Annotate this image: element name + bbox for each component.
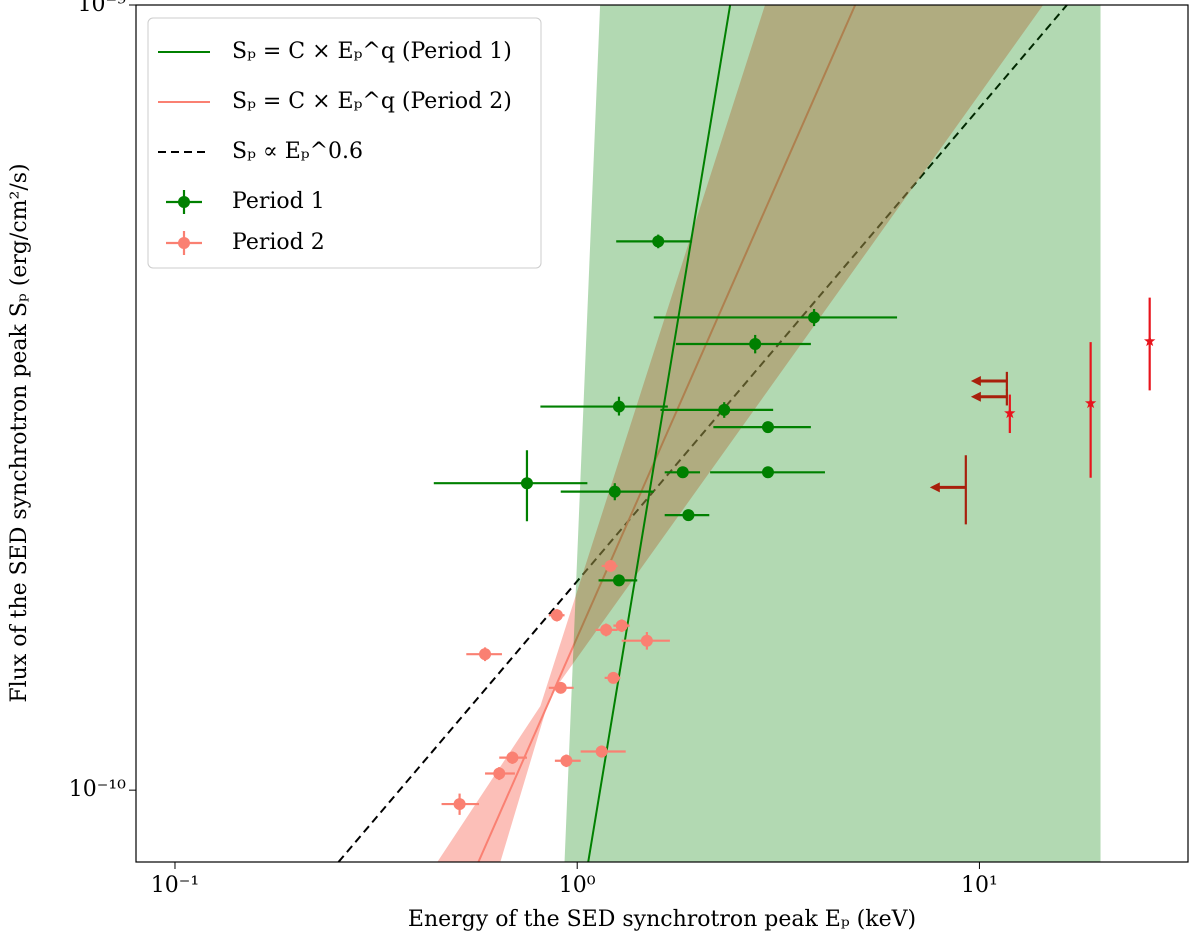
- x-axis-label: Energy of the SED synchrotron peak Eₚ (k…: [408, 907, 916, 932]
- data-point: [580, 745, 626, 758]
- point-marker: [652, 235, 665, 248]
- data-point: [664, 466, 701, 479]
- upper-limit: [970, 371, 1008, 391]
- point-marker: [761, 466, 774, 479]
- fit-line: [477, 5, 857, 862]
- confidence-band: [564, 5, 1101, 862]
- star-marker: [1144, 335, 1156, 347]
- point-marker: [676, 466, 689, 479]
- data-point: [604, 671, 621, 684]
- legend: Sₚ = C × Eₚ^q (Period 1) Sₚ = C × Eₚ^q (P…: [147, 17, 542, 269]
- data-point: [1144, 297, 1156, 391]
- point-marker: [178, 237, 190, 249]
- data-point: [595, 623, 618, 637]
- data-point: [560, 483, 654, 501]
- plot-frame: [135, 4, 1189, 863]
- data-point: [1084, 342, 1097, 478]
- data-point: [616, 234, 693, 249]
- point-marker: [615, 619, 628, 632]
- arrow-head: [970, 375, 981, 386]
- point-marker: [550, 609, 563, 622]
- point-marker: [607, 671, 620, 684]
- point-marker: [453, 798, 466, 811]
- data-point: [664, 509, 710, 522]
- data-point: [485, 767, 515, 781]
- fit-line: [587, 5, 732, 862]
- point-marker: [749, 338, 762, 351]
- point-marker: [595, 745, 608, 758]
- point-marker: [612, 574, 625, 587]
- arrow-head: [929, 482, 940, 493]
- point-marker: [520, 477, 533, 490]
- legend-label: Period 2: [232, 230, 325, 255]
- point-marker: [600, 623, 613, 636]
- data-point: [653, 309, 898, 327]
- y-axis-label: Flux of the SED synchrotron peak Sₚ (erg…: [7, 163, 32, 702]
- data-point: [613, 619, 630, 633]
- point-marker: [608, 485, 621, 498]
- x-tick-label: 10⁻¹: [151, 873, 199, 898]
- data-point: [598, 574, 638, 587]
- x-tick-label: 10¹: [961, 873, 998, 898]
- data-point: [540, 396, 668, 416]
- data-point: [548, 681, 574, 694]
- data-point: [601, 559, 618, 572]
- data-point: [466, 647, 502, 662]
- upper-limit: [970, 389, 1008, 406]
- data-point: [621, 632, 670, 650]
- legend-label: Sₚ ∝ Eₚ^0.6: [232, 139, 363, 164]
- point-marker: [761, 421, 774, 434]
- data-point: [713, 421, 811, 434]
- star-marker: [1004, 407, 1016, 419]
- arrow-head: [970, 391, 981, 402]
- legend-label: Sₚ = C × Eₚ^q (Period 2): [232, 89, 512, 114]
- legend-label: Period 1: [232, 189, 325, 214]
- point-marker: [506, 751, 519, 764]
- x-tick-label: 10⁰: [559, 873, 596, 898]
- point-marker: [604, 559, 617, 572]
- data-point: [499, 751, 527, 764]
- point-marker: [479, 648, 492, 661]
- point-marker: [808, 311, 821, 324]
- data-point: [675, 334, 811, 354]
- data-point: [710, 466, 825, 479]
- point-marker: [682, 509, 695, 522]
- point-marker: [612, 400, 625, 413]
- plot-area: [337, 5, 1156, 862]
- point-marker: [493, 767, 506, 780]
- point-marker: [560, 754, 573, 767]
- data-point: [433, 450, 588, 522]
- point-marker: [554, 681, 567, 694]
- point-marker: [178, 196, 190, 208]
- data-point: [554, 754, 581, 768]
- legend-label: Sₚ = C × Eₚ^q (Period 1): [232, 39, 512, 64]
- upper-limit: [929, 455, 967, 525]
- data-point: [660, 402, 774, 418]
- point-marker: [718, 403, 731, 416]
- y-tick-label: 10⁻¹⁰: [69, 777, 126, 802]
- data-point: [1004, 394, 1016, 434]
- star-marker: [1084, 397, 1097, 409]
- data-point: [548, 609, 565, 622]
- data-point: [441, 793, 480, 815]
- legend-box: [147, 17, 542, 269]
- point-marker: [640, 634, 653, 647]
- y-tick-label: 10⁻⁹: [78, 0, 127, 17]
